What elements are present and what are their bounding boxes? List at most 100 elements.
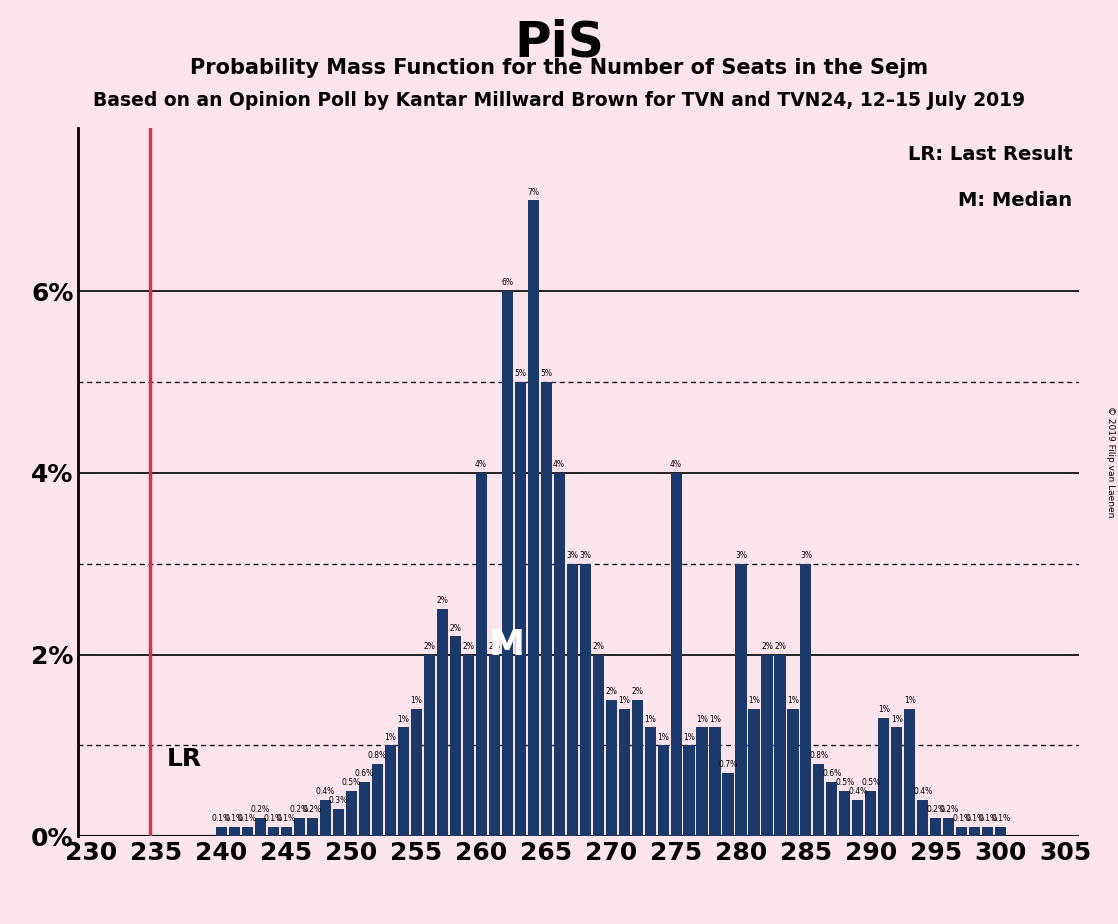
Text: 6%: 6%: [501, 278, 513, 287]
Text: 0.1%: 0.1%: [264, 814, 283, 823]
Text: 0.1%: 0.1%: [238, 814, 257, 823]
Text: 2%: 2%: [449, 624, 461, 633]
Bar: [463, 654, 474, 836]
Text: 2%: 2%: [424, 642, 435, 650]
Text: 0.4%: 0.4%: [849, 787, 868, 796]
Bar: [333, 809, 343, 836]
Bar: [437, 609, 447, 836]
Bar: [267, 827, 278, 836]
Text: 1%: 1%: [385, 733, 396, 742]
Bar: [241, 827, 253, 836]
Text: 1%: 1%: [904, 697, 916, 705]
Text: 4%: 4%: [670, 460, 682, 469]
Bar: [541, 382, 551, 836]
Bar: [345, 791, 357, 836]
Bar: [826, 782, 837, 836]
Bar: [514, 382, 525, 836]
Bar: [216, 827, 227, 836]
Text: 0.1%: 0.1%: [276, 814, 296, 823]
Text: 0.6%: 0.6%: [354, 769, 373, 778]
Text: 1%: 1%: [891, 714, 903, 723]
Text: 0.2%: 0.2%: [939, 806, 958, 814]
Bar: [657, 746, 669, 836]
Text: 0.2%: 0.2%: [290, 806, 309, 814]
Text: 2%: 2%: [761, 642, 773, 650]
Text: 0.1%: 0.1%: [992, 814, 1011, 823]
Text: 0.2%: 0.2%: [250, 806, 269, 814]
Bar: [593, 654, 604, 836]
Bar: [748, 709, 759, 836]
Bar: [865, 791, 877, 836]
Text: LR: Last Result: LR: Last Result: [908, 145, 1072, 164]
Bar: [294, 818, 305, 836]
Bar: [632, 700, 643, 836]
Text: 7%: 7%: [527, 188, 539, 197]
Text: 5%: 5%: [514, 370, 527, 378]
Text: 0.5%: 0.5%: [861, 778, 881, 787]
Text: 0.2%: 0.2%: [927, 806, 946, 814]
Text: 2%: 2%: [436, 596, 448, 605]
Bar: [606, 700, 616, 836]
Bar: [710, 727, 720, 836]
Text: 5%: 5%: [540, 370, 552, 378]
Text: 0.3%: 0.3%: [329, 796, 348, 806]
Bar: [255, 818, 266, 836]
Bar: [930, 818, 941, 836]
Bar: [618, 709, 629, 836]
Text: 1%: 1%: [878, 705, 890, 714]
Bar: [371, 763, 382, 836]
Text: 1%: 1%: [697, 714, 708, 723]
Bar: [852, 800, 863, 836]
Bar: [814, 763, 824, 836]
Bar: [775, 654, 786, 836]
Text: PiS: PiS: [514, 18, 604, 67]
Bar: [904, 709, 916, 836]
Bar: [879, 718, 890, 836]
Text: 0.6%: 0.6%: [823, 769, 842, 778]
Text: 2%: 2%: [593, 642, 604, 650]
Bar: [787, 709, 798, 836]
Text: 2%: 2%: [631, 687, 643, 697]
Text: 0.8%: 0.8%: [809, 751, 828, 760]
Text: 0.2%: 0.2%: [303, 806, 322, 814]
Bar: [398, 727, 409, 836]
Bar: [567, 564, 578, 836]
Text: 1%: 1%: [748, 697, 760, 705]
Bar: [502, 291, 513, 836]
Bar: [956, 827, 967, 836]
Bar: [359, 782, 370, 836]
Text: Probability Mass Function for the Number of Seats in the Sejm: Probability Mass Function for the Number…: [190, 58, 928, 79]
Bar: [410, 709, 421, 836]
Text: 0.4%: 0.4%: [315, 787, 334, 796]
Bar: [281, 827, 292, 836]
Text: 0.5%: 0.5%: [341, 778, 361, 787]
Text: 1%: 1%: [410, 697, 423, 705]
Bar: [229, 827, 239, 836]
Bar: [579, 564, 590, 836]
Bar: [697, 727, 708, 836]
Text: 1%: 1%: [397, 714, 409, 723]
Text: 4%: 4%: [553, 460, 565, 469]
Text: 4%: 4%: [475, 460, 487, 469]
Text: 2%: 2%: [489, 642, 500, 650]
Text: 3%: 3%: [579, 551, 591, 560]
Text: 0.7%: 0.7%: [719, 760, 738, 769]
Bar: [320, 800, 331, 836]
Bar: [944, 818, 955, 836]
Bar: [983, 827, 994, 836]
Bar: [385, 746, 396, 836]
Bar: [761, 654, 773, 836]
Bar: [306, 818, 318, 836]
Bar: [553, 473, 565, 836]
Bar: [424, 654, 435, 836]
Text: 2%: 2%: [774, 642, 786, 650]
Bar: [736, 564, 747, 836]
Bar: [722, 772, 733, 836]
Text: 3%: 3%: [566, 551, 578, 560]
Text: 0.1%: 0.1%: [953, 814, 972, 823]
Bar: [891, 727, 902, 836]
Bar: [489, 654, 500, 836]
Bar: [840, 791, 851, 836]
Bar: [644, 727, 655, 836]
Text: 0.8%: 0.8%: [368, 751, 387, 760]
